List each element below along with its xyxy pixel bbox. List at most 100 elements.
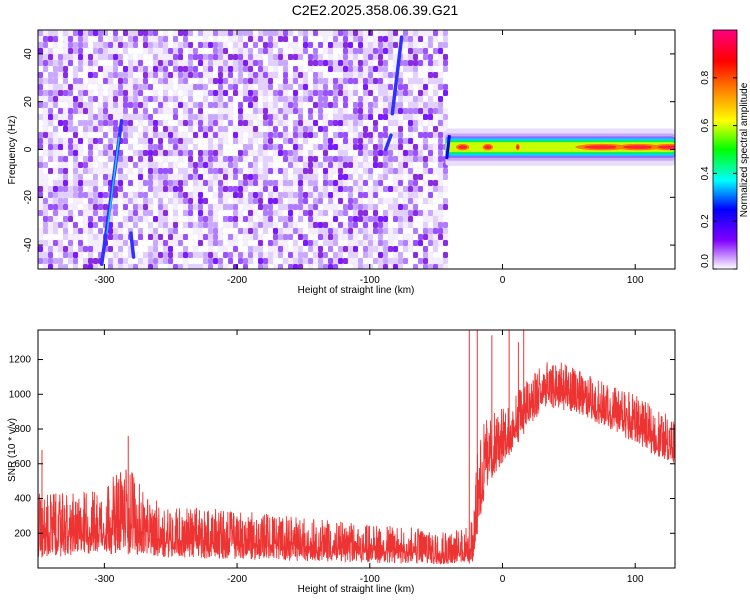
heatmap-cell — [378, 156, 383, 162]
heatmap-cell — [413, 168, 418, 174]
heatmap-cell — [118, 108, 123, 114]
heatmap-cell — [383, 180, 388, 186]
heatmap-cell — [53, 138, 58, 144]
heatmap-cell — [223, 156, 228, 162]
heatmap-cell — [153, 42, 158, 48]
heatmap-cell — [378, 222, 383, 228]
heatmap-cell — [38, 102, 43, 108]
heatmap-cell — [293, 162, 298, 168]
heatmap-cell — [283, 222, 288, 228]
heatmap-cell — [298, 252, 303, 258]
heatmap-cell — [173, 42, 178, 48]
heatmap-cell — [193, 156, 198, 162]
heatmap-cell — [103, 30, 108, 36]
heatmap-cell — [348, 162, 353, 168]
heatmap-cell — [368, 54, 373, 60]
heatmap-cell — [268, 96, 273, 102]
heatmap-cell — [423, 108, 428, 114]
heatmap-cell — [88, 150, 93, 156]
heatmap-cell — [343, 186, 348, 192]
heatmap-cell — [63, 150, 68, 156]
heatmap-cell — [238, 78, 243, 84]
heatmap-cell — [73, 84, 78, 90]
heatmap-cell — [133, 192, 138, 198]
heatmap-cell — [283, 258, 288, 264]
heatmap-cell — [203, 90, 208, 96]
heatmap-cell — [363, 150, 368, 156]
heatmap-cell — [223, 168, 228, 174]
heatmap-cell — [98, 186, 103, 192]
heatmap-cell — [268, 252, 273, 258]
heatmap-cell — [58, 228, 63, 234]
heatmap-cell — [248, 144, 253, 150]
heatmap-cell — [63, 192, 68, 198]
heatmap-cell — [323, 66, 328, 72]
heatmap-cell — [408, 204, 413, 210]
heatmap-cell — [48, 30, 53, 36]
heatmap-cell — [38, 48, 43, 54]
heatmap-cell — [228, 144, 233, 150]
heatmap-cell — [138, 102, 143, 108]
heatmap-cell — [123, 90, 128, 96]
heatmap-cell — [198, 234, 203, 240]
heatmap-cell — [208, 210, 213, 216]
heatmap-cell — [393, 150, 398, 156]
heatmap-cell — [368, 90, 373, 96]
heatmap-cell — [423, 96, 428, 102]
heatmap-cell — [138, 156, 143, 162]
heatmap-cell — [383, 264, 388, 269]
heatmap-cell — [303, 186, 308, 192]
heatmap-cell — [333, 174, 338, 180]
heatmap-cell — [63, 138, 68, 144]
heatmap-cell — [213, 234, 218, 240]
heatmap-cell — [163, 132, 168, 138]
heatmap-cell — [258, 78, 263, 84]
heatmap-cell — [423, 174, 428, 180]
heatmap-cell — [63, 180, 68, 186]
heatmap-cell — [258, 156, 263, 162]
heatmap-cell — [418, 234, 423, 240]
heatmap-cell — [298, 54, 303, 60]
heatmap-cell — [368, 192, 373, 198]
heatmap-cell — [208, 42, 213, 48]
heatmap-cell — [263, 42, 268, 48]
heatmap-cell — [298, 42, 303, 48]
heatmap-cell — [353, 72, 358, 78]
heatmap-cell — [68, 228, 73, 234]
heatmap-cell — [248, 186, 253, 192]
heatmap-cell — [218, 210, 223, 216]
heatmap-cell — [358, 240, 363, 246]
heatmap-cell — [318, 234, 323, 240]
heatmap-cell — [218, 246, 223, 252]
heatmap-cell — [88, 252, 93, 258]
heatmap-cell — [173, 210, 178, 216]
heatmap-cell — [48, 84, 53, 90]
heatmap-cell — [433, 174, 438, 180]
heatmap-cell — [178, 210, 183, 216]
heatmap-cell — [263, 156, 268, 162]
heatmap-cell — [213, 162, 218, 168]
heatmap-cell — [163, 36, 168, 42]
heatmap-cell — [433, 162, 438, 168]
heatmap-cell — [53, 180, 58, 186]
heatmap-cell — [353, 96, 358, 102]
heatmap-cell — [328, 210, 333, 216]
heatmap-cell — [63, 96, 68, 102]
heatmap-cell — [328, 246, 333, 252]
signal-peak — [458, 145, 468, 149]
heatmap-cell — [193, 66, 198, 72]
heatmap-cell — [213, 54, 218, 60]
heatmap-cell — [348, 66, 353, 72]
heatmap-cell — [53, 78, 58, 84]
heatmap-cell — [188, 78, 193, 84]
heatmap-cell — [363, 186, 368, 192]
heatmap-cell — [158, 198, 163, 204]
heatmap-cell — [328, 42, 333, 48]
heatmap-cell — [323, 240, 328, 246]
heatmap-cell — [203, 48, 208, 54]
heatmap-cell — [353, 222, 358, 228]
heatmap-cell — [118, 198, 123, 204]
heatmap-cell — [368, 132, 373, 138]
heatmap-cell — [353, 210, 358, 216]
heatmap-cell — [388, 42, 393, 48]
